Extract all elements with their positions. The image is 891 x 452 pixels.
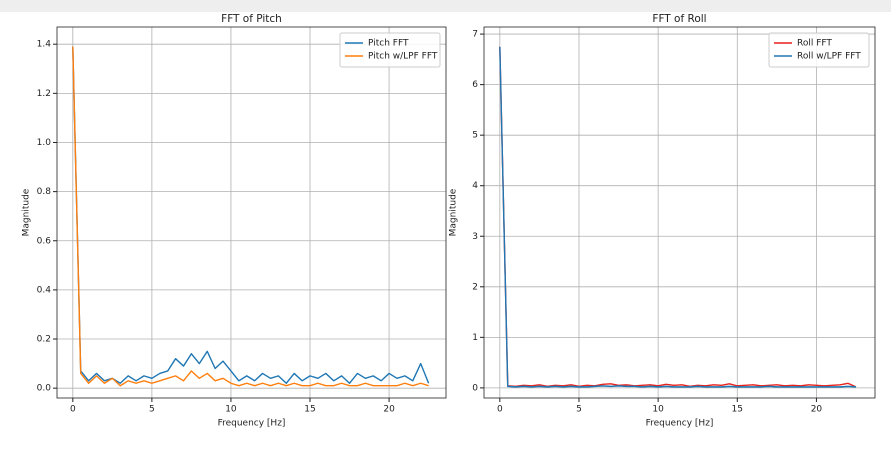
y-tick-label: 1 xyxy=(472,333,478,343)
y-tick-label: 7 xyxy=(472,30,478,40)
x-tick-label: 20 xyxy=(811,405,823,415)
legend-label: Roll FFT xyxy=(797,39,832,49)
x-tick-label: 15 xyxy=(732,405,743,415)
y-axis-label: Magnitude xyxy=(22,188,32,236)
y-tick-label: 2 xyxy=(472,282,478,292)
y-tick-label: 6 xyxy=(472,80,478,90)
y-tick-label: 1.4 xyxy=(37,40,52,50)
legend-box xyxy=(768,32,870,68)
x-axis-label: Frequency [Hz] xyxy=(218,419,286,429)
y-axis-label: Magnitude xyxy=(449,188,459,236)
y-tick-label: 0 xyxy=(472,383,478,393)
y-tick-label: 0.2 xyxy=(37,335,51,345)
y-tick-label: 4 xyxy=(472,181,478,191)
series-line xyxy=(499,46,857,388)
x-tick-label: 10 xyxy=(225,405,237,415)
y-tick-label: 0.4 xyxy=(37,285,52,295)
plot-frame xyxy=(56,26,447,399)
series-line xyxy=(72,46,430,384)
plot-frame xyxy=(483,26,876,399)
y-tick-label: 1.2 xyxy=(37,89,51,99)
y-tick-label: 3 xyxy=(472,232,478,242)
x-tick-label: 10 xyxy=(652,405,664,415)
top-strip xyxy=(0,0,891,12)
legend-label: Pitch w/LPF FFT xyxy=(368,52,438,62)
y-tick-label: 0.8 xyxy=(37,187,52,197)
y-tick-label: 0.0 xyxy=(37,384,52,394)
x-axis-label: Frequency [Hz] xyxy=(646,419,714,429)
y-tick-label: 5 xyxy=(472,131,478,141)
x-tick-label: 5 xyxy=(576,405,582,415)
x-tick-label: 0 xyxy=(497,405,503,415)
y-tick-label: 0.6 xyxy=(37,236,52,246)
legend-label: Roll w/LPF FFT xyxy=(797,52,861,62)
y-tick-label: 1.0 xyxy=(37,138,52,148)
x-tick-label: 0 xyxy=(70,405,76,415)
series-line xyxy=(499,46,857,388)
chart-title: FFT of Roll xyxy=(652,13,706,25)
x-tick-label: 20 xyxy=(383,405,395,415)
legend-box xyxy=(339,32,441,68)
series-line xyxy=(72,46,429,387)
x-tick-label: 15 xyxy=(304,405,315,415)
legend-label: Pitch FFT xyxy=(368,39,409,49)
chart-title: FFT of Pitch xyxy=(221,13,282,25)
x-tick-label: 5 xyxy=(149,405,155,415)
